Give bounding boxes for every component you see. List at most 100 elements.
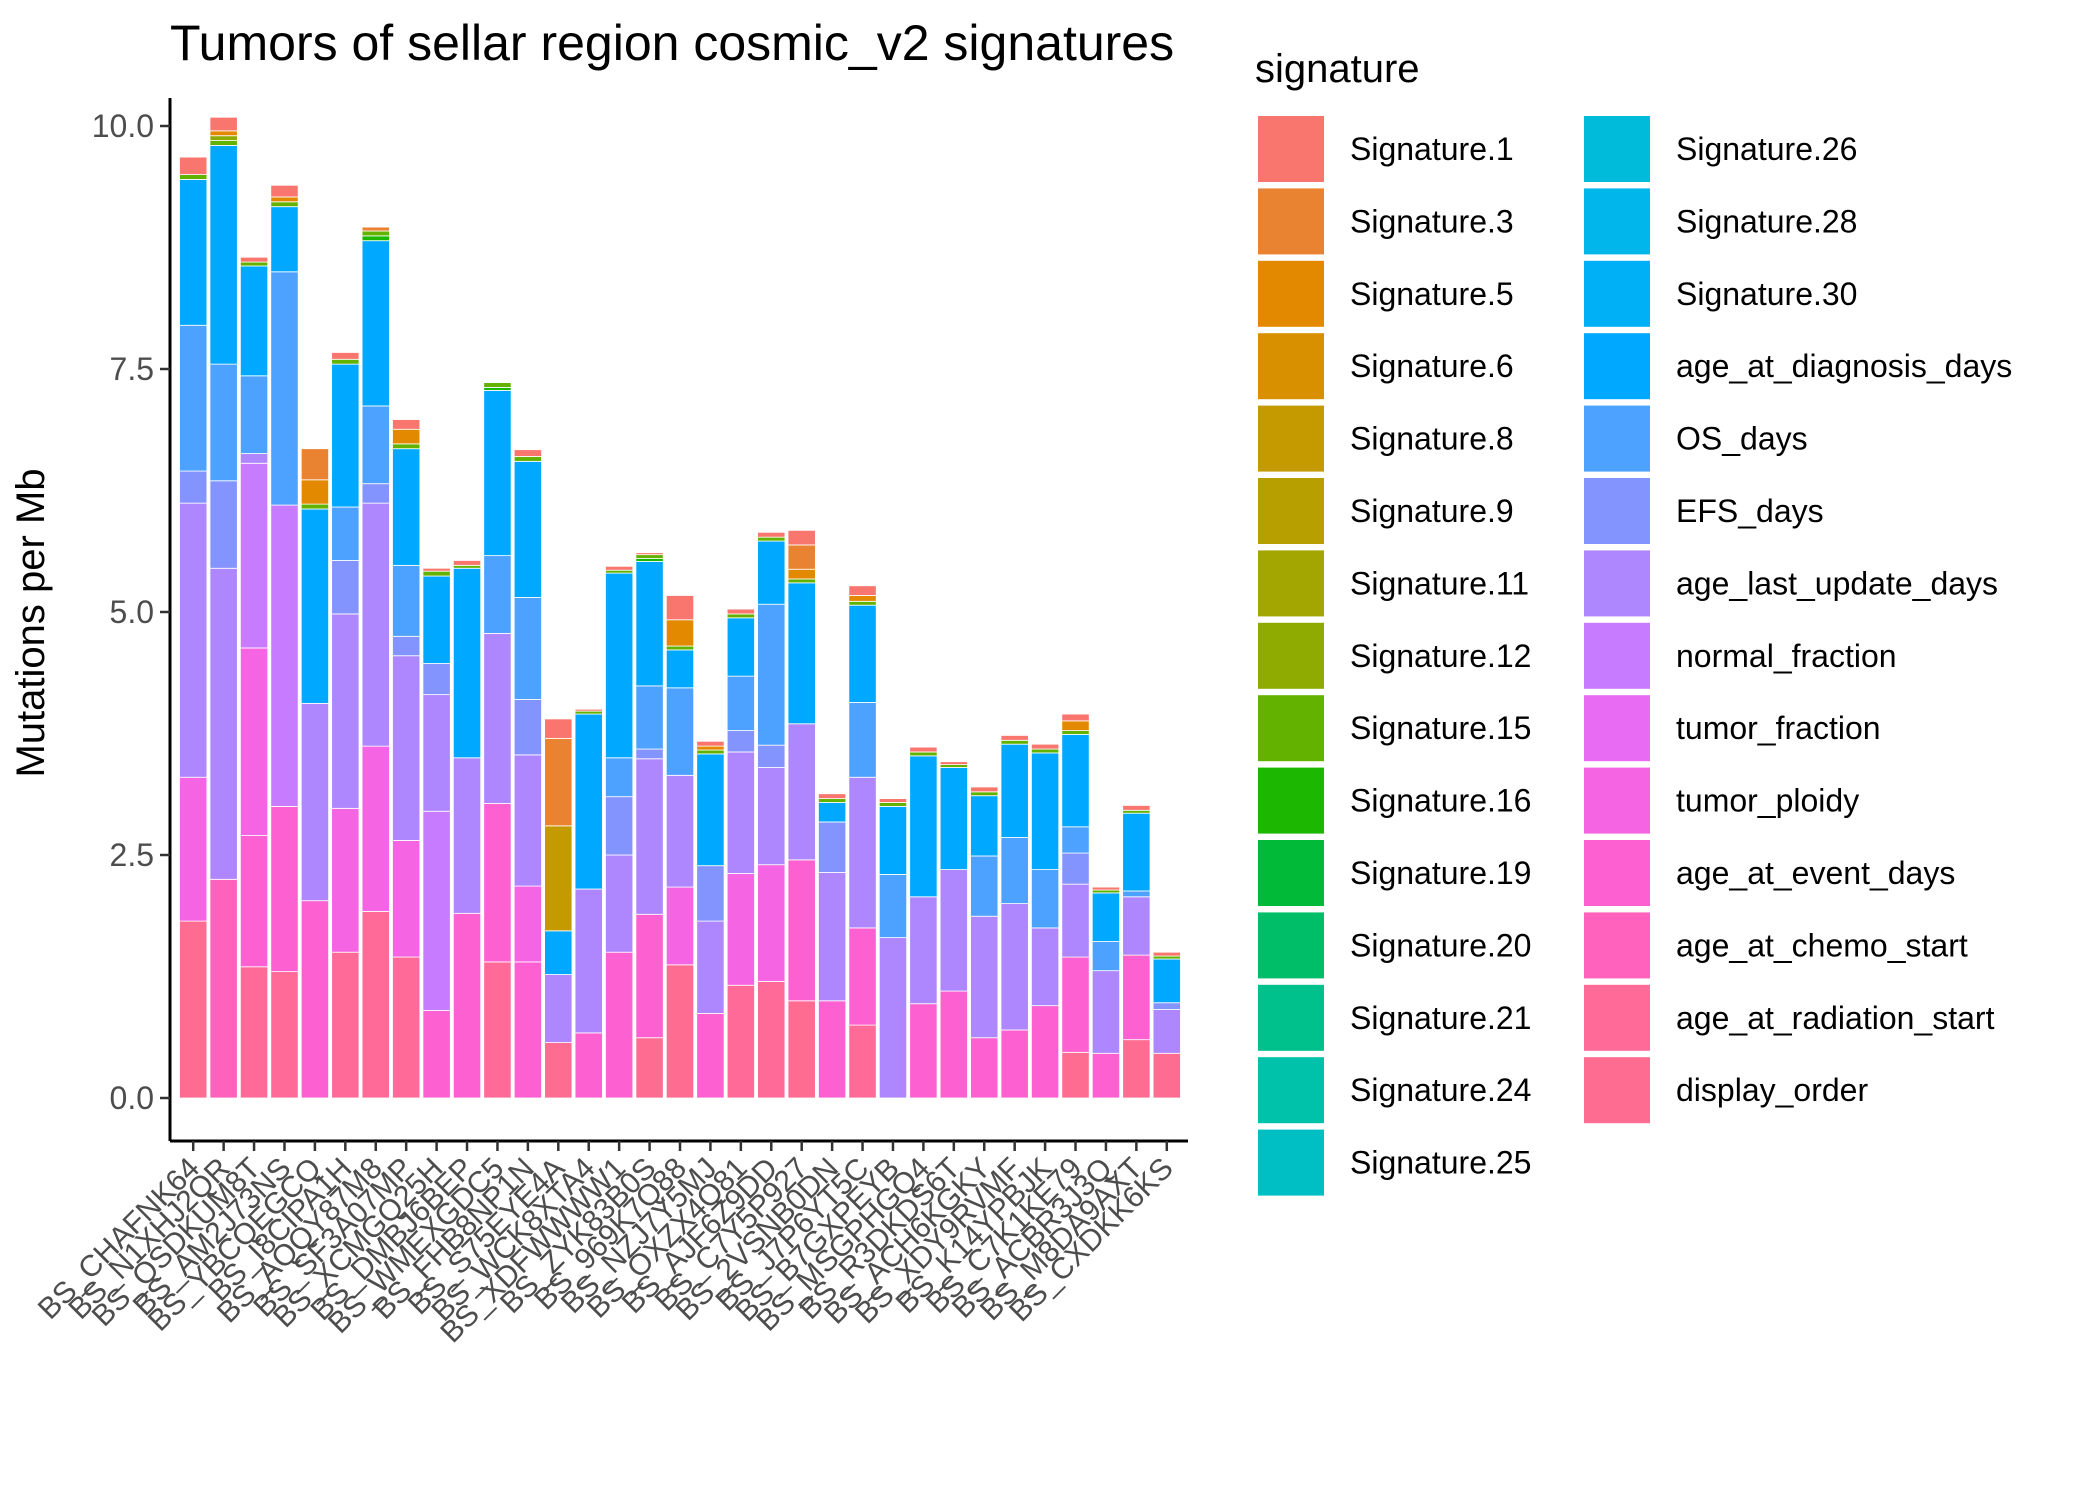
- bar-segment: [1122, 896, 1151, 956]
- bar-segment: [1152, 955, 1181, 960]
- bar-segment: [787, 578, 816, 584]
- bar-segment: [696, 745, 725, 751]
- bar-segment: [635, 685, 664, 750]
- bar-segment: [939, 761, 968, 766]
- bar-segment: [179, 470, 208, 504]
- bar-segment: [970, 1037, 999, 1099]
- bar-segment: [909, 755, 938, 898]
- bar-segment: [848, 927, 877, 1026]
- bar-segment: [635, 561, 664, 687]
- bar-segment: [239, 265, 269, 377]
- bar-segment: [635, 748, 664, 760]
- bar-segment: [818, 1000, 847, 1099]
- bar-segment: [483, 803, 512, 963]
- bar-segment: [483, 632, 512, 804]
- bar-segment: [665, 886, 695, 966]
- bar-segment: [665, 687, 695, 776]
- bar-segment: [1122, 809, 1151, 814]
- bar-segment: [757, 864, 786, 982]
- bar-segment: [392, 635, 421, 657]
- bar-segment: [818, 798, 847, 803]
- bar-segment: [848, 595, 877, 602]
- bar-segment: [513, 754, 542, 887]
- legend-swatch: [1258, 840, 1324, 906]
- legend-swatch: [1584, 478, 1650, 544]
- legend-swatch: [1258, 984, 1324, 1051]
- bar-segment: [818, 872, 847, 1002]
- bar-segment: [239, 647, 269, 836]
- bar-segment: [878, 937, 908, 1099]
- bar-segment: [726, 873, 755, 986]
- bar-segment: [757, 744, 786, 768]
- bar-segment: [270, 504, 299, 807]
- legend-swatch: [1584, 695, 1650, 762]
- bar-segment: [605, 757, 634, 798]
- bar-segment: [392, 443, 421, 450]
- legend-label: display_order: [1676, 1072, 1868, 1108]
- bar-segment: [818, 802, 847, 823]
- legend-swatch: [1258, 767, 1324, 834]
- legend-swatch: [1584, 1057, 1650, 1124]
- bar-segment: [392, 956, 421, 1099]
- axes-layer: 0.02.55.07.510.0BS_CHAFNK64BS_N1XHJ2QRBS…: [32, 98, 1188, 1349]
- y-tick-label: 0.0: [110, 1080, 154, 1116]
- bar-segment: [970, 915, 999, 1039]
- bar-segment: [483, 389, 512, 557]
- bar-segment: [452, 567, 482, 759]
- chart-title: Tumors of sellar region cosmic_v2 signat…: [170, 15, 1175, 71]
- bar-segment: [696, 865, 725, 922]
- bar-segment: [209, 130, 238, 137]
- bar-segment: [179, 324, 208, 472]
- bar-segment: [300, 503, 330, 510]
- bar-segment: [818, 821, 847, 873]
- bar-segment: [635, 913, 664, 1039]
- y-tick-label: 2.5: [110, 837, 154, 873]
- bar-segment: [878, 874, 908, 939]
- bar-segment: [787, 568, 816, 580]
- bar-segment: [392, 655, 421, 841]
- legend-swatch: [1584, 116, 1650, 182]
- bar-segment: [179, 179, 208, 326]
- bar-segment: [1122, 890, 1151, 898]
- bar-segment: [1031, 927, 1060, 1007]
- bar-segment: [361, 910, 390, 1099]
- legend-swatch: [1258, 550, 1324, 617]
- bar-segment: [452, 560, 482, 566]
- bar-segment: [1152, 1009, 1181, 1054]
- legend-label: Signature.20: [1350, 927, 1531, 963]
- bar-segment: [331, 807, 360, 953]
- bar-segment: [1091, 892, 1121, 942]
- bar-segment: [787, 723, 816, 861]
- bar-segment: [513, 460, 542, 598]
- bar-segment: [605, 565, 634, 571]
- bar-segment: [392, 840, 421, 958]
- bar-segment: [331, 560, 360, 615]
- bar-segment: [179, 156, 208, 176]
- legend-swatch: [1258, 695, 1324, 762]
- legend-swatch: [1584, 767, 1650, 834]
- legend-swatch: [1584, 188, 1650, 255]
- legend-swatch: [1584, 405, 1650, 472]
- legend-label: Signature.5: [1350, 276, 1514, 312]
- bar-segment: [696, 920, 725, 1014]
- bar-segment: [361, 405, 390, 485]
- bar-segment: [665, 595, 695, 621]
- bar-segment: [574, 713, 603, 890]
- bar-segment: [239, 453, 269, 464]
- bar-segment: [787, 544, 816, 570]
- bar-segment: [574, 710, 603, 715]
- legend-swatch: [1258, 1129, 1324, 1196]
- bar-segment: [239, 835, 269, 968]
- legend-label: age_at_chemo_start: [1676, 927, 1968, 963]
- bar-segment: [1031, 869, 1060, 929]
- bar-segment: [331, 506, 360, 561]
- bar-segment: [300, 508, 330, 704]
- bar-segment: [605, 569, 634, 574]
- bar-segment: [909, 1003, 938, 1099]
- bar-segment: [483, 387, 512, 391]
- bar-segment: [1152, 1052, 1181, 1099]
- bar-segment: [848, 585, 877, 596]
- bar-segment: [1061, 852, 1090, 885]
- legend-title: signature: [1255, 47, 1420, 91]
- bar-segment: [1000, 1029, 1029, 1099]
